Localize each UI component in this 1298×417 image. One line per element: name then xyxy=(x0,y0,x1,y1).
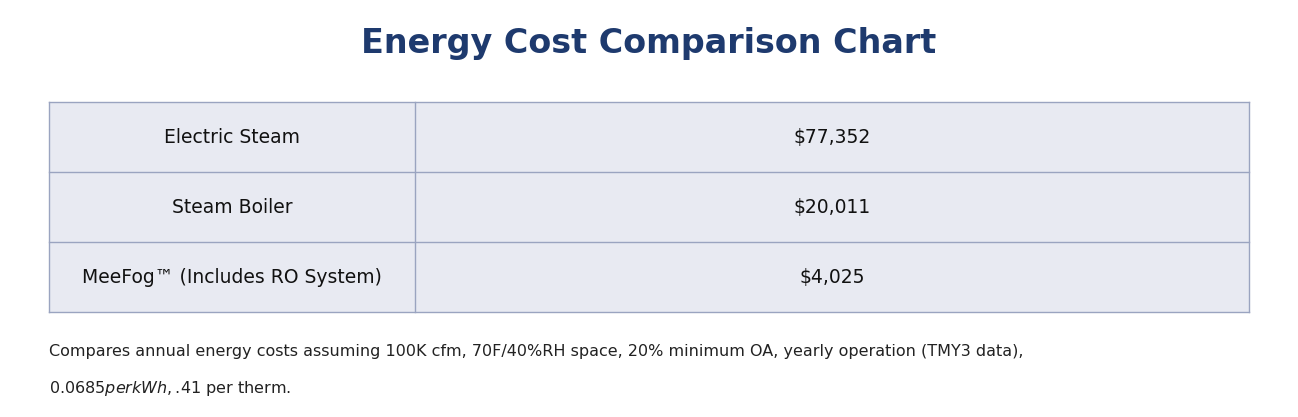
Text: $77,352: $77,352 xyxy=(793,128,871,147)
Text: Energy Cost Comparison Chart: Energy Cost Comparison Chart xyxy=(361,27,937,60)
Text: MeeFog™ (Includes RO System): MeeFog™ (Includes RO System) xyxy=(82,268,382,287)
Text: $0.0685 per kWh, $.41 per therm.: $0.0685 per kWh, $.41 per therm. xyxy=(49,379,291,398)
Text: Electric Steam: Electric Steam xyxy=(165,128,300,147)
Text: $20,011: $20,011 xyxy=(793,198,871,217)
Text: Compares annual energy costs assuming 100K cfm, 70F/40%RH space, 20% minimum OA,: Compares annual energy costs assuming 10… xyxy=(49,344,1024,359)
Text: $4,025: $4,025 xyxy=(800,268,864,287)
Text: Steam Boiler: Steam Boiler xyxy=(171,198,292,217)
